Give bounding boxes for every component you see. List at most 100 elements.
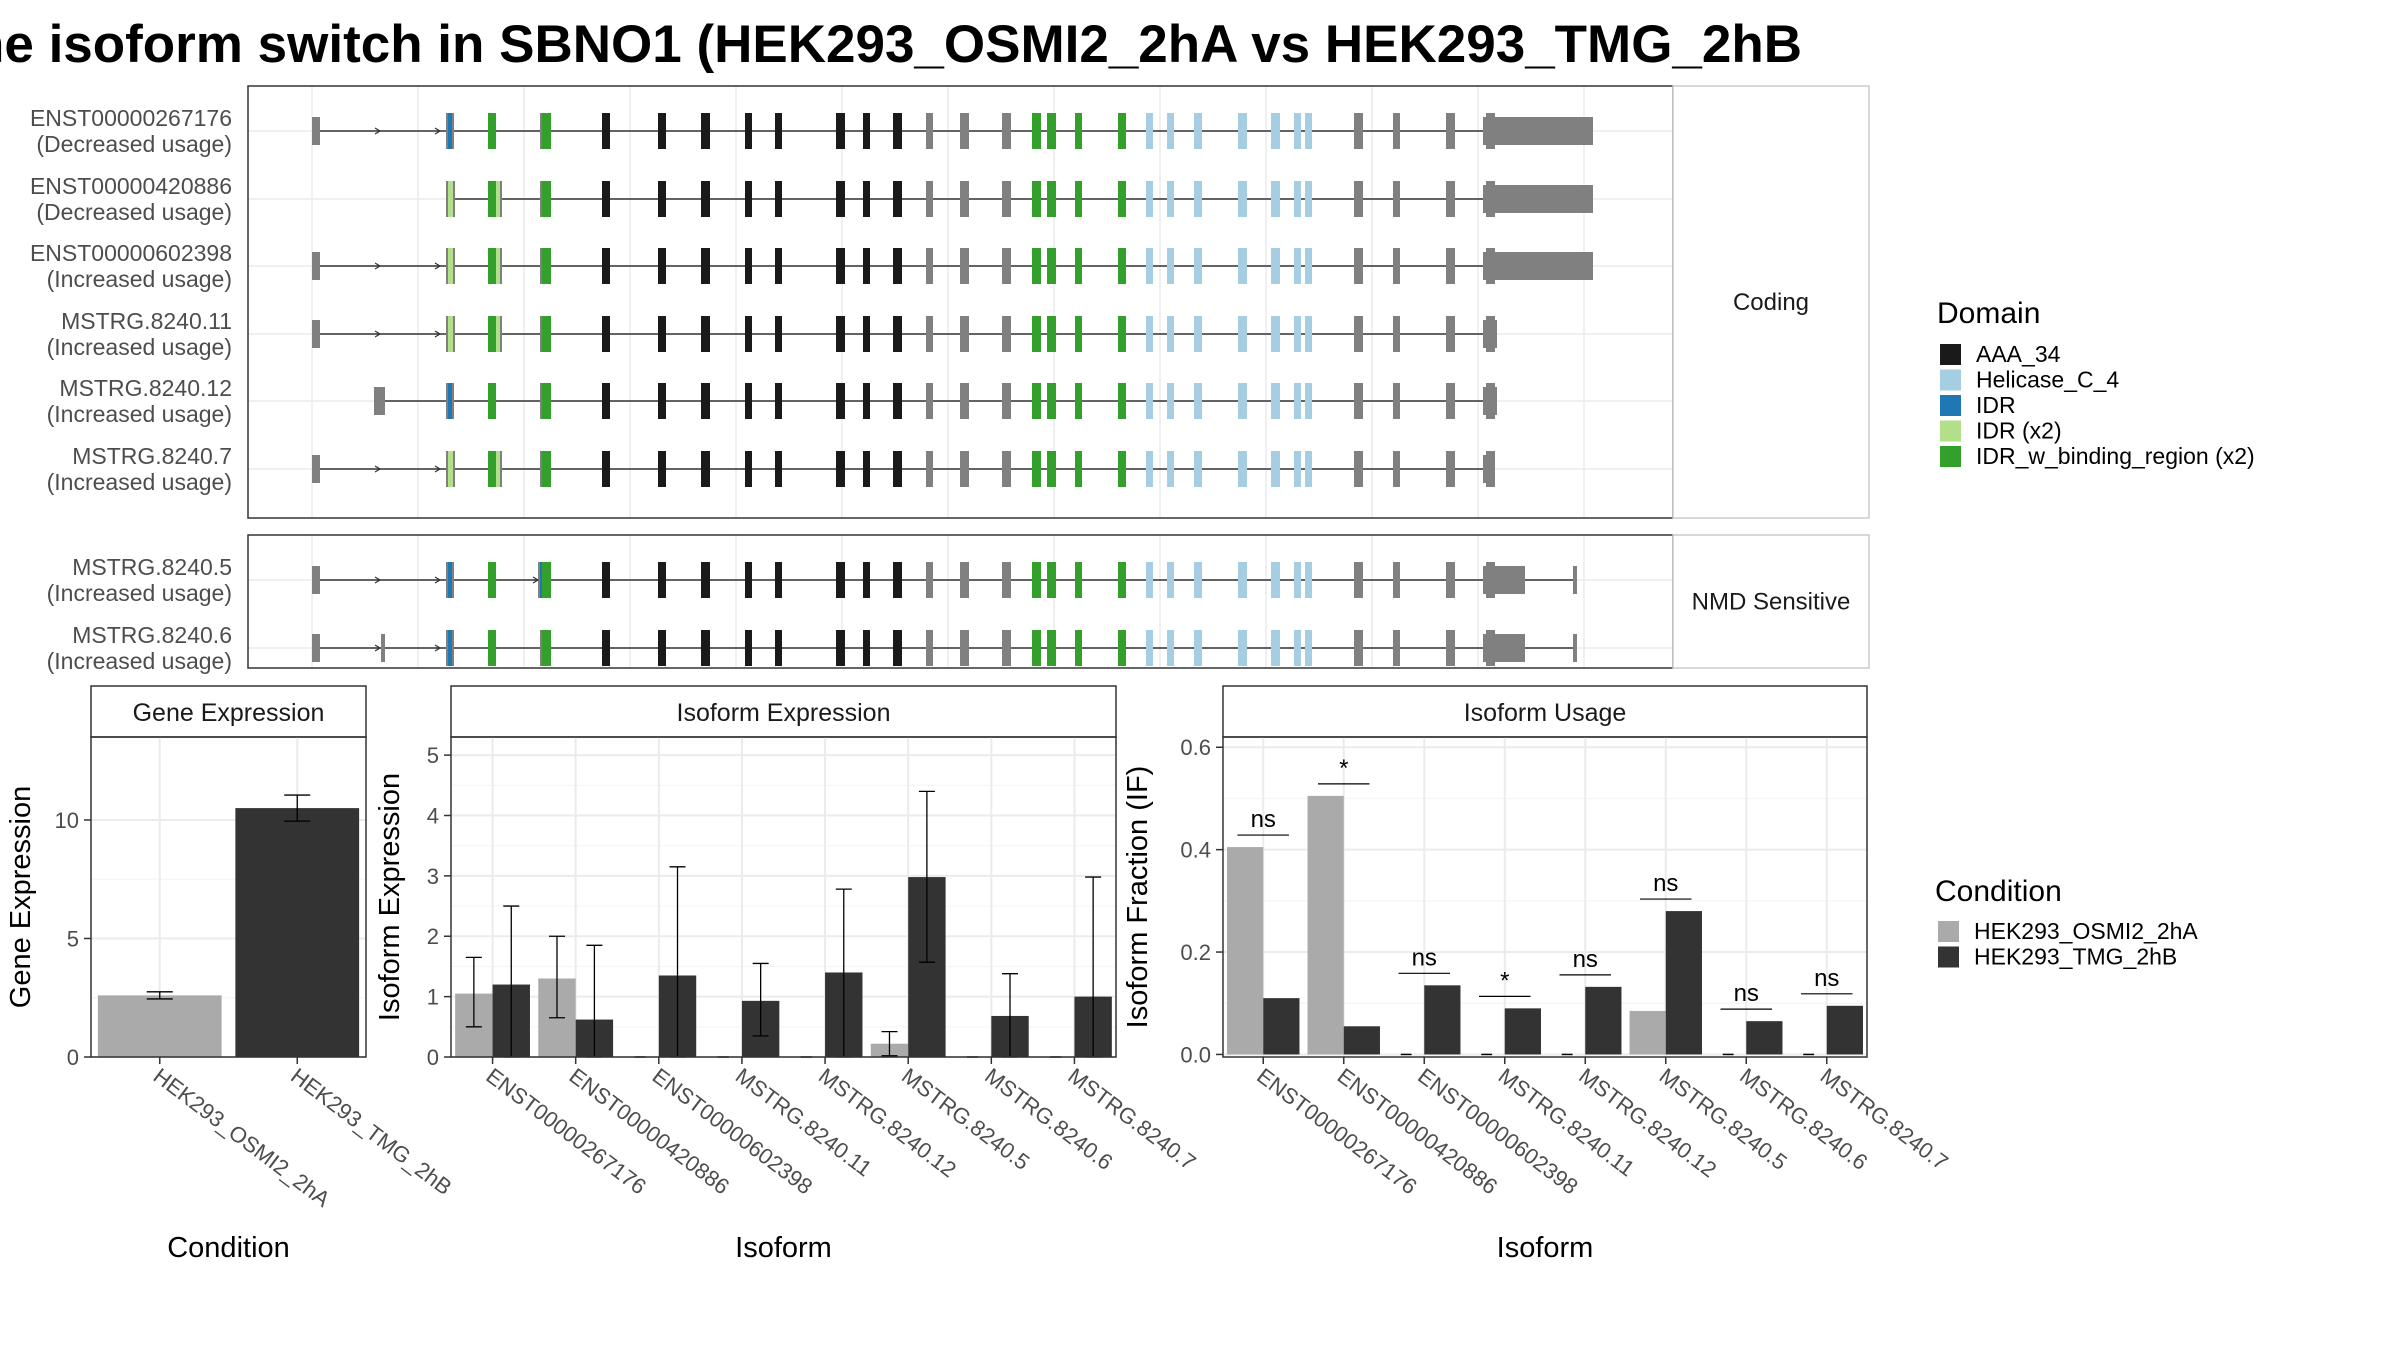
exon [1194, 248, 1202, 284]
exon [1194, 113, 1202, 149]
transcript-MSTRG.8240.6: MSTRG.8240.6(Increased usage) [47, 622, 1577, 674]
domain-legend-swatch [1940, 344, 1961, 365]
exon [745, 316, 752, 352]
exon [602, 562, 610, 598]
exon [1393, 383, 1400, 419]
exon [602, 248, 610, 284]
exon [1271, 383, 1280, 419]
transcript-MSTRG.8240.11: MSTRG.8240.11(Increased usage) [47, 308, 1497, 360]
exon [1075, 630, 1082, 666]
exon [836, 630, 845, 666]
exon [1146, 113, 1153, 149]
significance-label: ns [1573, 946, 1598, 973]
exon [836, 383, 845, 419]
transcript-ENST00000602398: ENST00000602398(Increased usage) [30, 240, 1593, 292]
exon [926, 451, 933, 487]
transcript-usage-label: (Decreased usage) [36, 199, 232, 225]
domain-exon [542, 451, 551, 487]
exon [1305, 113, 1312, 149]
domain-exon [542, 248, 551, 284]
domain-exon [542, 113, 551, 149]
structure-strip-label: Coding [1733, 289, 1809, 316]
exon [602, 316, 610, 352]
transcript-MSTRG.8240.7: MSTRG.8240.7(Increased usage) [47, 443, 1495, 495]
exon [1032, 383, 1041, 419]
exon [863, 316, 870, 352]
significance-label: ns [1251, 806, 1276, 833]
domain-exon [542, 562, 551, 598]
domain-legend-label: AAA_34 [1976, 341, 2061, 367]
exon [926, 562, 933, 598]
intron-arrow [374, 465, 382, 473]
exon [1354, 383, 1363, 419]
exon [863, 562, 870, 598]
bar-MSTRG.8240.5-HEK293_OSMI2_2hA [1629, 1010, 1666, 1055]
exon [1118, 383, 1126, 419]
exon [701, 562, 710, 598]
exon [1146, 316, 1153, 352]
exon [1032, 451, 1041, 487]
domain-legend-title: Domain [1937, 297, 2040, 330]
domain-legend-label: IDR (x2) [1976, 418, 2062, 444]
exon [1032, 562, 1041, 598]
bar-HEK293_OSMI2_2hA [97, 995, 222, 1057]
exon [745, 181, 752, 217]
exon [1194, 383, 1202, 419]
exon [1002, 383, 1011, 419]
panel-strip [450, 685, 1117, 738]
structure-strip-label: NMD Sensitive [1692, 589, 1851, 616]
exon [775, 630, 782, 666]
exon [1167, 113, 1174, 149]
panel-title: Isoform Expression [677, 699, 891, 727]
exon [745, 113, 752, 149]
exon-tail [1483, 117, 1593, 145]
exon [1167, 316, 1174, 352]
exon [1446, 181, 1455, 217]
exon [1271, 181, 1280, 217]
exon [1238, 316, 1247, 352]
exon [1194, 181, 1202, 217]
exon [1146, 181, 1153, 217]
y-axis-title: Isoform Fraction (IF) [1122, 766, 1154, 1029]
significance-label: * [1339, 755, 1348, 782]
exon [1271, 630, 1280, 666]
intron-arrow [434, 330, 442, 338]
bar-MSTRG.8240.12-HEK293_TMG_2hB [1585, 986, 1622, 1055]
significance-label: ns [1653, 870, 1678, 897]
exon [775, 113, 782, 149]
exon-tail [1573, 634, 1577, 662]
condition-legend-swatch [1938, 946, 1959, 968]
exon [893, 113, 902, 149]
exon [1032, 248, 1041, 284]
transcript-MSTRG.8240.5: MSTRG.8240.5(Increased usage) [47, 554, 1577, 606]
exon [488, 113, 496, 149]
exon [1393, 630, 1400, 666]
y-tick-label: 0.4 [1180, 838, 1211, 863]
exon [1294, 181, 1301, 217]
exon [1002, 316, 1011, 352]
exon [1446, 630, 1455, 666]
exon [1118, 113, 1126, 149]
exon [488, 451, 496, 487]
exon [1294, 248, 1301, 284]
exon [960, 451, 969, 487]
exon [701, 630, 710, 666]
exon [658, 248, 666, 284]
exon [701, 316, 710, 352]
exon-tail [1483, 387, 1497, 415]
exon [960, 562, 969, 598]
exon [926, 316, 933, 352]
intron-arrow [434, 465, 442, 473]
domain-exon [448, 113, 452, 149]
exon [1294, 451, 1301, 487]
exon [1075, 113, 1082, 149]
exon [1146, 630, 1153, 666]
exon [1075, 383, 1082, 419]
domain-exon [448, 181, 453, 217]
exon [1271, 562, 1280, 598]
x-tick-label: MSTRG.8240.11 [1494, 1063, 1640, 1181]
domain-exon [448, 383, 452, 419]
exon [836, 316, 845, 352]
exon [1354, 316, 1363, 352]
exon [745, 562, 752, 598]
